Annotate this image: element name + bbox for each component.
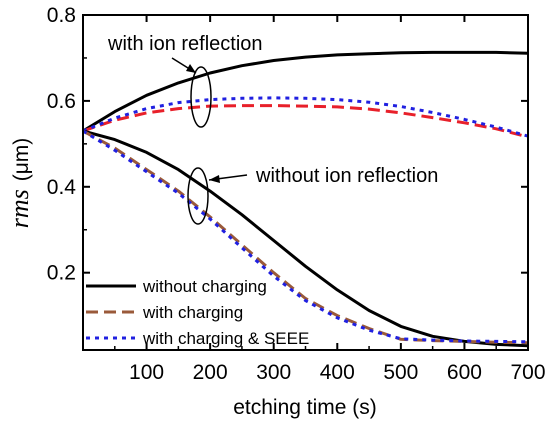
x-tick-label: 600 bbox=[447, 361, 482, 384]
annotation-without-reflection: without ion reflection bbox=[255, 165, 438, 187]
legend-label: without charging bbox=[142, 277, 267, 296]
y-tick-label: 0.2 bbox=[47, 262, 76, 285]
plot-frame bbox=[82, 14, 529, 351]
series-line-5 bbox=[82, 129, 529, 345]
y-axis-title-unit: (μm) bbox=[10, 138, 33, 182]
ellipse-with-reflection bbox=[190, 66, 212, 128]
y-axis-title-italic: rms bbox=[5, 189, 34, 228]
annotations: with ion reflection without ion reflectio… bbox=[107, 33, 438, 225]
x-tick-label: 700 bbox=[510, 361, 545, 384]
x-tick-label: 200 bbox=[193, 361, 228, 384]
legend-label: with charging bbox=[142, 303, 243, 322]
x-tick-label: 100 bbox=[129, 361, 164, 384]
ellipse-without-reflection bbox=[187, 167, 209, 225]
series-line-3 bbox=[82, 96, 529, 138]
y-tick-label: 0.4 bbox=[47, 176, 77, 199]
axis-ticks: 100 200 300 400 500 600 700 0.2 0.4 0.6 0.8 bbox=[47, 4, 546, 384]
x-tick-label: 400 bbox=[320, 361, 355, 384]
legend-label: with charging & SEEE bbox=[142, 329, 309, 348]
arrowhead-with-reflection bbox=[186, 64, 196, 73]
arrowhead-without-reflection bbox=[209, 175, 220, 183]
series-line-1 bbox=[82, 50, 529, 133]
legend: without charging with charging with chargi… bbox=[86, 277, 309, 348]
y-tick-label: 0.8 bbox=[47, 4, 76, 27]
series-line-6 bbox=[82, 129, 529, 344]
y-tick-label: 0.6 bbox=[47, 90, 76, 113]
x-axis-title: etching time (s) bbox=[233, 396, 377, 419]
series-line-2 bbox=[82, 104, 529, 139]
annotation-with-reflection: with ion reflection bbox=[107, 33, 263, 55]
x-tick-label: 500 bbox=[383, 361, 418, 384]
x-tick-label: 300 bbox=[256, 361, 291, 384]
y-axis-title: rms (μm) bbox=[5, 138, 34, 229]
plot-curves bbox=[82, 50, 529, 348]
